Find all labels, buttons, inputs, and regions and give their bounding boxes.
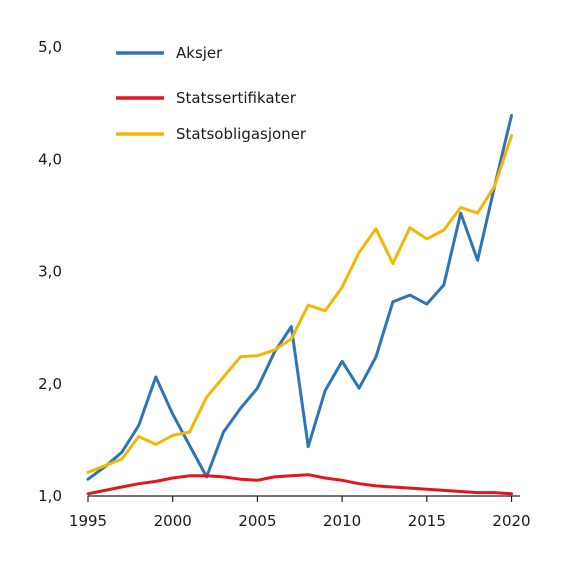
- x-tick-label: 2015: [408, 512, 446, 530]
- y-tick-label: 2,0: [38, 375, 62, 393]
- y-tick-label: 4,0: [38, 150, 62, 168]
- x-tick-label: 2020: [492, 512, 530, 530]
- legend-label: Aksjer: [176, 44, 223, 62]
- y-tick-label: 1,0: [38, 487, 62, 505]
- series-line-statssertifikater: [86, 473, 513, 496]
- y-tick-label: 5,0: [38, 38, 62, 56]
- y-axis-ticks: 1,0 2,0 3,0 4,0 5,0: [38, 38, 62, 505]
- series-line-statsobligasjoner: [86, 134, 513, 474]
- y-tick-label: 3,0: [38, 263, 62, 281]
- series-line-aksjer: [86, 114, 513, 481]
- x-tick-label: 1995: [69, 512, 107, 530]
- legend-label: Statsobligasjoner: [176, 125, 307, 143]
- x-axis-ticks: 1995 2000 2005 2010 2015 2020: [69, 496, 531, 530]
- legend-label: Statssertifikater: [176, 89, 297, 107]
- x-tick-label: 2000: [154, 512, 192, 530]
- x-tick-label: 2010: [323, 512, 361, 530]
- series-layer: [86, 114, 513, 496]
- x-tick-label: 2005: [238, 512, 276, 530]
- legend: Aksjer Statssertifikater Statsobligasjoner: [116, 44, 307, 143]
